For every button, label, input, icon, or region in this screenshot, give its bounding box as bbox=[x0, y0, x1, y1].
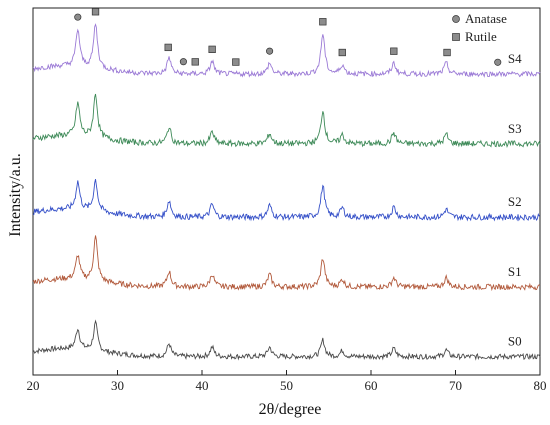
legend-label-anatase: Anatase bbox=[465, 11, 507, 26]
series-label-s4: S4 bbox=[508, 51, 522, 66]
rutile-peak-marker bbox=[338, 48, 346, 57]
legend-label-rutile: Rutile bbox=[465, 29, 497, 44]
x-tick-label: 60 bbox=[365, 378, 378, 393]
x-tick-label: 20 bbox=[27, 378, 40, 393]
x-axis-title: 2θ/degree bbox=[259, 401, 322, 418]
legend-rutile-square-icon bbox=[452, 33, 460, 41]
x-tick-label: 40 bbox=[196, 378, 209, 393]
series-label-s1: S1 bbox=[508, 264, 522, 279]
rutile-peak-marker bbox=[443, 48, 451, 57]
x-tick-label: 80 bbox=[534, 378, 547, 393]
x-tick-label: 50 bbox=[280, 378, 293, 393]
anatase-peak-marker bbox=[179, 58, 187, 66]
plot-frame bbox=[32, 7, 541, 376]
rutile-peak-marker bbox=[164, 43, 172, 52]
rutile-peak-marker bbox=[208, 45, 216, 53]
series-label-s2: S2 bbox=[508, 194, 522, 209]
series-line-s0 bbox=[32, 319, 541, 361]
peak-marker-layer bbox=[74, 8, 502, 66]
rutile-peak-marker bbox=[232, 58, 240, 66]
rutile-peak-marker bbox=[191, 58, 199, 66]
anatase-peak-marker bbox=[494, 58, 502, 66]
series-layer: S0 S1 S2 S3 S4 bbox=[32, 23, 541, 361]
x-tick-label: 70 bbox=[449, 378, 462, 393]
series-label-s3: S3 bbox=[508, 121, 522, 136]
rutile-peak-marker bbox=[91, 8, 100, 16]
anatase-peak-marker bbox=[266, 47, 274, 55]
series-line-s1 bbox=[32, 235, 541, 292]
x-tick-label: 30 bbox=[111, 378, 124, 393]
legend-anatase-circle-icon bbox=[452, 15, 460, 23]
x-axis-ticks: 20 30 40 50 60 70 80 bbox=[27, 370, 547, 393]
series-line-s3 bbox=[32, 93, 541, 148]
rutile-peak-marker bbox=[319, 18, 327, 26]
series-line-s4 bbox=[32, 23, 541, 78]
legend: Anatase Rutile bbox=[452, 11, 507, 44]
rutile-peak-marker bbox=[390, 47, 398, 55]
series-label-s0: S0 bbox=[508, 334, 522, 349]
anatase-peak-marker bbox=[74, 13, 82, 21]
y-axis-title: Intensity/a.u. bbox=[7, 153, 24, 237]
series-line-s2 bbox=[32, 179, 541, 222]
